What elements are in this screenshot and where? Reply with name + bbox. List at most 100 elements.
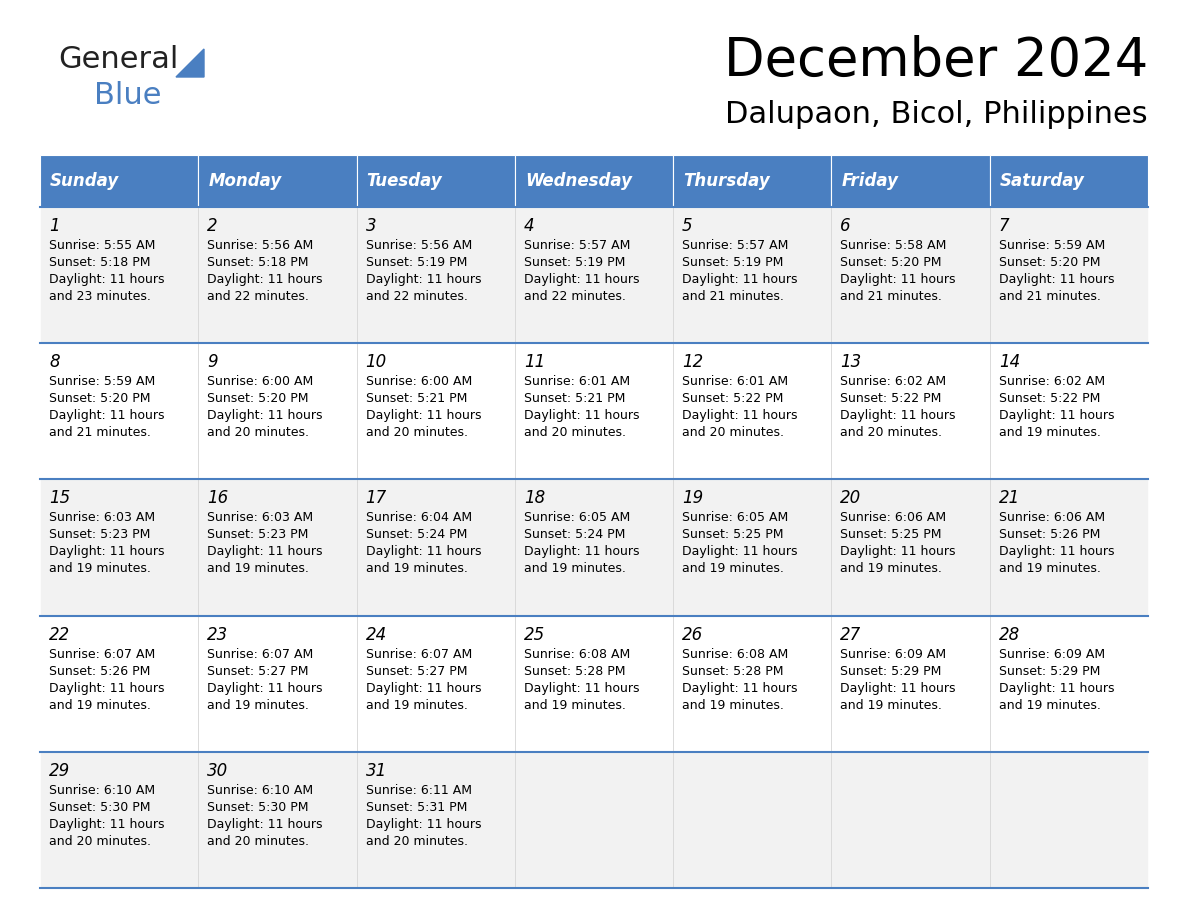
- Text: Sunset: 5:28 PM: Sunset: 5:28 PM: [524, 665, 625, 677]
- Text: 10: 10: [366, 353, 387, 371]
- Text: and 19 minutes.: and 19 minutes.: [207, 563, 309, 576]
- Text: and 19 minutes.: and 19 minutes.: [682, 563, 784, 576]
- Text: Sunrise: 6:02 AM: Sunrise: 6:02 AM: [840, 375, 947, 388]
- Bar: [832, 752, 990, 888]
- Text: Sunrise: 5:55 AM: Sunrise: 5:55 AM: [49, 239, 156, 252]
- Text: Sunrise: 5:57 AM: Sunrise: 5:57 AM: [682, 239, 789, 252]
- Text: Daylight: 11 hours: Daylight: 11 hours: [207, 545, 323, 558]
- Bar: [198, 479, 356, 616]
- Text: Sunset: 5:22 PM: Sunset: 5:22 PM: [999, 392, 1100, 405]
- Text: 9: 9: [207, 353, 217, 371]
- Text: Sunset: 5:23 PM: Sunset: 5:23 PM: [49, 529, 151, 542]
- Text: Daylight: 11 hours: Daylight: 11 hours: [999, 545, 1114, 558]
- Text: Sunrise: 6:09 AM: Sunrise: 6:09 AM: [999, 647, 1105, 661]
- Text: and 20 minutes.: and 20 minutes.: [207, 834, 309, 848]
- Text: Daylight: 11 hours: Daylight: 11 hours: [999, 273, 1114, 286]
- Text: Sunrise: 5:59 AM: Sunrise: 5:59 AM: [49, 375, 156, 388]
- Text: Sunrise: 6:07 AM: Sunrise: 6:07 AM: [49, 647, 156, 661]
- Text: Daylight: 11 hours: Daylight: 11 hours: [682, 409, 797, 422]
- Text: Sunset: 5:21 PM: Sunset: 5:21 PM: [366, 392, 467, 405]
- Bar: [832, 343, 990, 479]
- Text: Sunset: 5:18 PM: Sunset: 5:18 PM: [207, 256, 309, 269]
- Bar: [674, 343, 832, 479]
- Text: 17: 17: [366, 489, 387, 508]
- Bar: [356, 616, 514, 752]
- Text: Daylight: 11 hours: Daylight: 11 hours: [366, 409, 481, 422]
- Bar: [832, 155, 990, 207]
- Bar: [198, 155, 356, 207]
- Text: Sunrise: 6:06 AM: Sunrise: 6:06 AM: [999, 511, 1105, 524]
- Text: and 21 minutes.: and 21 minutes.: [49, 426, 151, 439]
- Text: 24: 24: [366, 625, 387, 644]
- Text: Sunrise: 6:03 AM: Sunrise: 6:03 AM: [49, 511, 156, 524]
- Text: Sunrise: 6:07 AM: Sunrise: 6:07 AM: [207, 647, 314, 661]
- Text: Daylight: 11 hours: Daylight: 11 hours: [207, 818, 323, 831]
- Text: Sunset: 5:21 PM: Sunset: 5:21 PM: [524, 392, 625, 405]
- Text: and 22 minutes.: and 22 minutes.: [366, 290, 467, 303]
- Text: and 19 minutes.: and 19 minutes.: [999, 699, 1100, 711]
- Text: 30: 30: [207, 762, 228, 779]
- Text: Daylight: 11 hours: Daylight: 11 hours: [682, 681, 797, 695]
- Text: Sunset: 5:25 PM: Sunset: 5:25 PM: [840, 529, 942, 542]
- Bar: [990, 343, 1148, 479]
- Text: Thursday: Thursday: [683, 172, 770, 190]
- Text: 3: 3: [366, 217, 377, 235]
- Text: Daylight: 11 hours: Daylight: 11 hours: [366, 273, 481, 286]
- Bar: [40, 155, 198, 207]
- Bar: [198, 616, 356, 752]
- Text: Sunday: Sunday: [50, 172, 119, 190]
- Text: Daylight: 11 hours: Daylight: 11 hours: [524, 681, 639, 695]
- Text: Daylight: 11 hours: Daylight: 11 hours: [49, 818, 164, 831]
- Bar: [674, 616, 832, 752]
- Text: 1: 1: [49, 217, 59, 235]
- Text: Tuesday: Tuesday: [367, 172, 442, 190]
- Text: Sunrise: 6:08 AM: Sunrise: 6:08 AM: [524, 647, 630, 661]
- Text: Daylight: 11 hours: Daylight: 11 hours: [840, 681, 956, 695]
- Text: 11: 11: [524, 353, 545, 371]
- Bar: [832, 479, 990, 616]
- Text: 27: 27: [840, 625, 861, 644]
- Text: Sunset: 5:19 PM: Sunset: 5:19 PM: [524, 256, 625, 269]
- Text: Wednesday: Wednesday: [525, 172, 632, 190]
- Bar: [514, 155, 674, 207]
- Bar: [990, 752, 1148, 888]
- Text: and 20 minutes.: and 20 minutes.: [524, 426, 626, 439]
- Text: and 21 minutes.: and 21 minutes.: [999, 290, 1100, 303]
- Bar: [514, 752, 674, 888]
- Bar: [832, 207, 990, 343]
- Text: and 21 minutes.: and 21 minutes.: [840, 290, 942, 303]
- Bar: [514, 343, 674, 479]
- Text: Sunrise: 6:07 AM: Sunrise: 6:07 AM: [366, 647, 472, 661]
- Text: Sunrise: 6:03 AM: Sunrise: 6:03 AM: [207, 511, 314, 524]
- Text: and 22 minutes.: and 22 minutes.: [207, 290, 309, 303]
- Text: Sunset: 5:28 PM: Sunset: 5:28 PM: [682, 665, 784, 677]
- Text: Sunset: 5:20 PM: Sunset: 5:20 PM: [49, 392, 151, 405]
- Text: Sunset: 5:20 PM: Sunset: 5:20 PM: [999, 256, 1100, 269]
- Text: Daylight: 11 hours: Daylight: 11 hours: [49, 409, 164, 422]
- Text: 23: 23: [207, 625, 228, 644]
- Text: Sunset: 5:19 PM: Sunset: 5:19 PM: [682, 256, 784, 269]
- Text: 4: 4: [524, 217, 535, 235]
- Text: Daylight: 11 hours: Daylight: 11 hours: [840, 409, 956, 422]
- Text: Saturday: Saturday: [1000, 172, 1085, 190]
- Text: 26: 26: [682, 625, 703, 644]
- Text: Sunrise: 6:01 AM: Sunrise: 6:01 AM: [682, 375, 789, 388]
- Text: and 22 minutes.: and 22 minutes.: [524, 290, 626, 303]
- Bar: [356, 207, 514, 343]
- Text: 28: 28: [999, 625, 1020, 644]
- Text: Sunrise: 6:11 AM: Sunrise: 6:11 AM: [366, 784, 472, 797]
- Text: Sunset: 5:26 PM: Sunset: 5:26 PM: [999, 529, 1100, 542]
- Text: Daylight: 11 hours: Daylight: 11 hours: [366, 681, 481, 695]
- Bar: [40, 616, 198, 752]
- Text: Sunrise: 6:09 AM: Sunrise: 6:09 AM: [840, 647, 947, 661]
- Text: and 20 minutes.: and 20 minutes.: [207, 426, 309, 439]
- Bar: [198, 752, 356, 888]
- Polygon shape: [176, 49, 204, 77]
- Text: 13: 13: [840, 353, 861, 371]
- Text: Daylight: 11 hours: Daylight: 11 hours: [49, 273, 164, 286]
- Text: Sunset: 5:22 PM: Sunset: 5:22 PM: [840, 392, 942, 405]
- Text: Sunrise: 6:00 AM: Sunrise: 6:00 AM: [207, 375, 314, 388]
- Text: Sunset: 5:30 PM: Sunset: 5:30 PM: [49, 800, 151, 813]
- Text: 21: 21: [999, 489, 1020, 508]
- Text: Sunrise: 6:08 AM: Sunrise: 6:08 AM: [682, 647, 789, 661]
